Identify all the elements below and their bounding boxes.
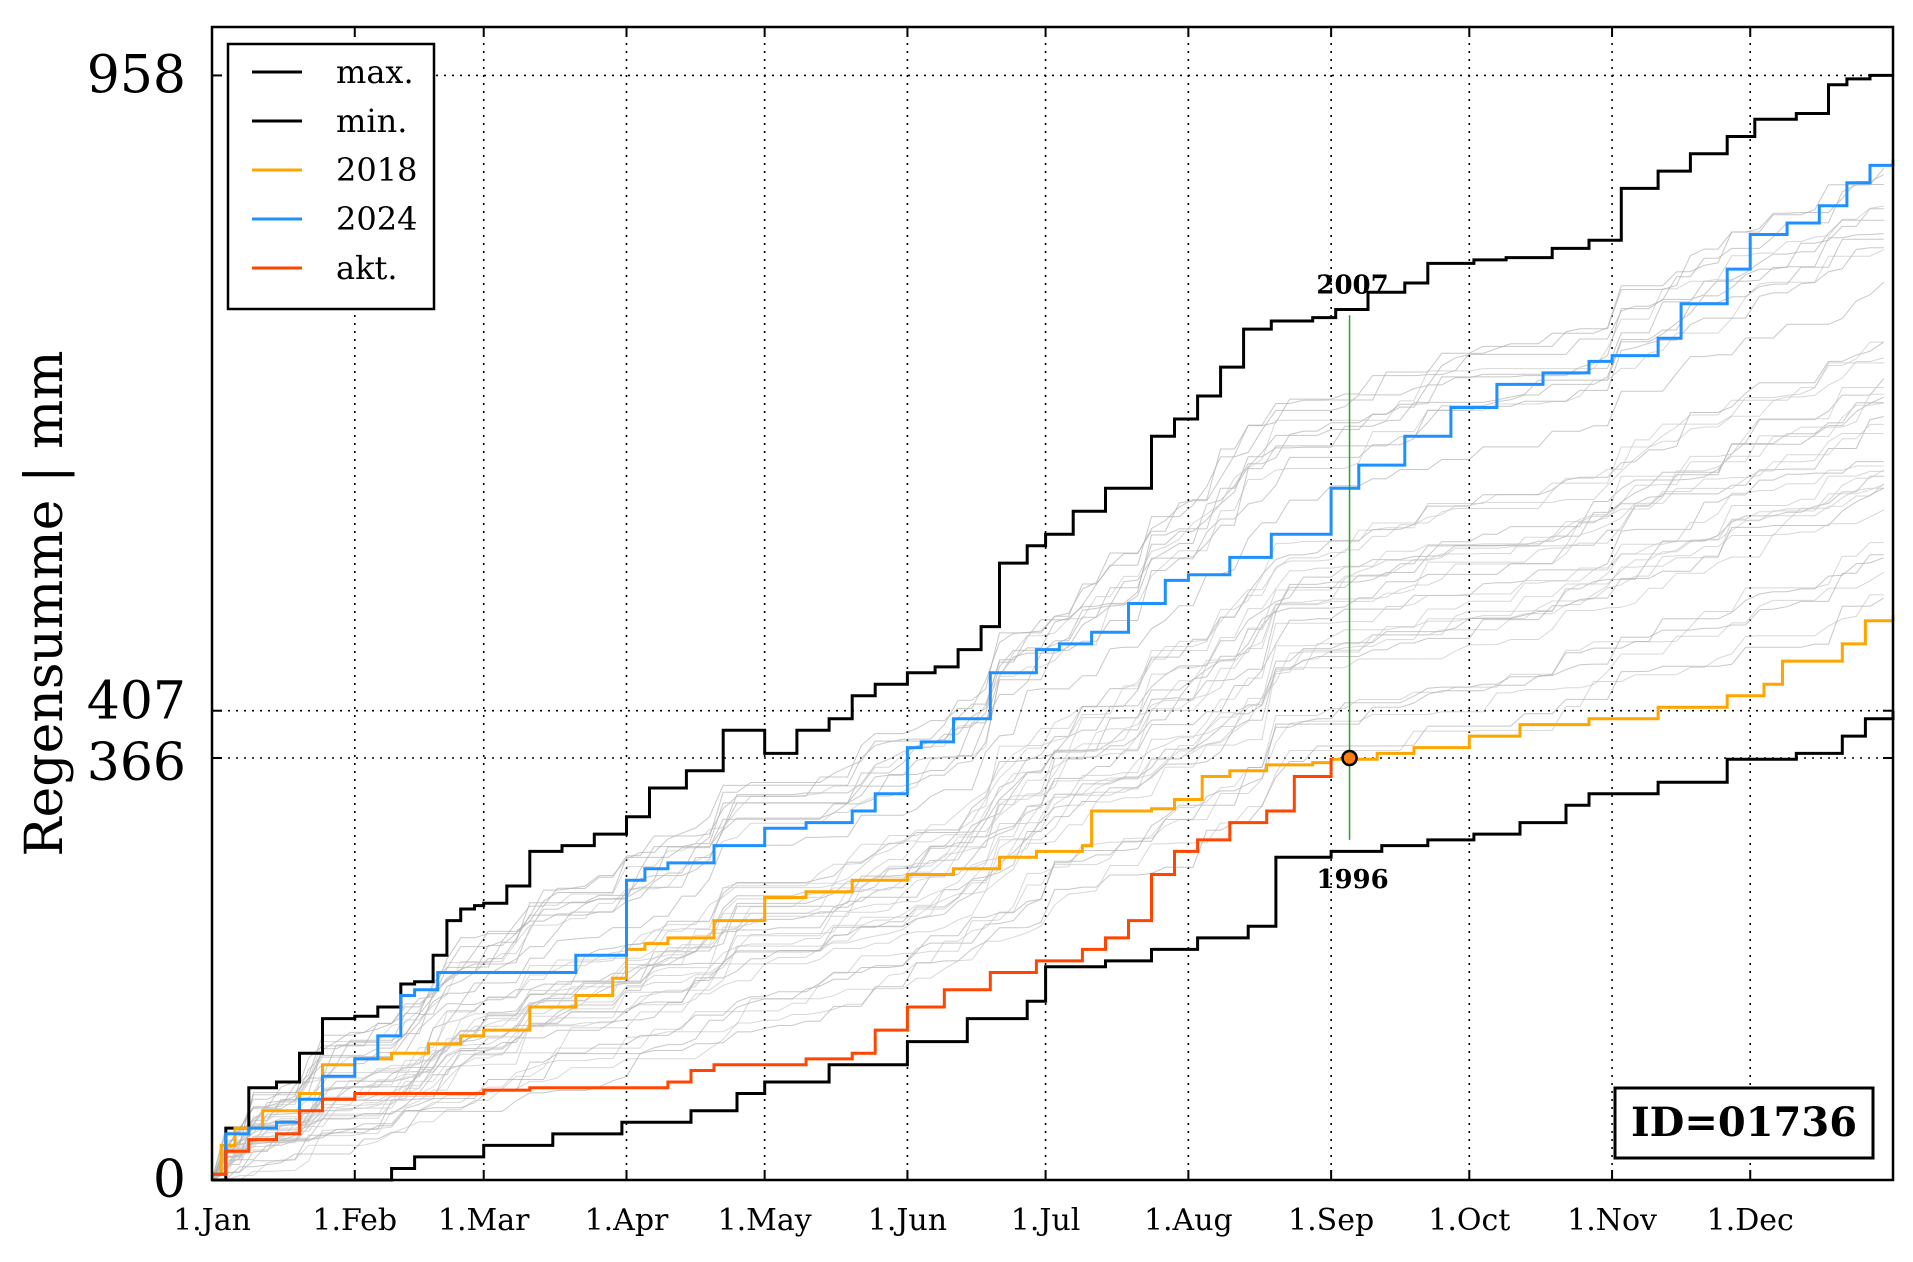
background-year-line — [211, 509, 1885, 1181]
x-tick-label: 1.Oct — [1428, 1203, 1510, 1238]
axes: 1.Jan 1.Feb 1.Mar 1.Apr 1.May 1.Jun 1.Jul 1.Aug… — [87, 25, 1895, 1238]
series-line-2018 — [212, 615, 1895, 1176]
max-year-label: 2007 — [1316, 270, 1388, 300]
min-year-label: 1996 — [1316, 865, 1388, 895]
background-year-line — [211, 465, 1884, 1181]
grid — [212, 27, 1893, 1180]
background-year-line — [211, 475, 1884, 1181]
y-tick-label: 407 — [87, 672, 186, 732]
background-year-line — [211, 184, 1884, 1181]
background-year-line — [211, 469, 1885, 1181]
background-year-line — [212, 597, 1885, 1181]
background-year-line — [211, 393, 1884, 1181]
y-tick-label: 958 — [87, 45, 186, 105]
background-year-line — [211, 433, 1884, 1181]
x-tick-label: 1.Mar — [438, 1203, 530, 1238]
id-text: ID=01736 — [1631, 1099, 1857, 1146]
x-tick-label: 1.Apr — [585, 1203, 669, 1238]
background-year-line — [211, 487, 1885, 1181]
background-year-line — [211, 238, 1884, 1181]
background-year-line — [211, 341, 1885, 1181]
series-lines — [212, 73, 1895, 1182]
plot-background — [212, 27, 1893, 1180]
series-line-2024 — [212, 159, 1895, 1176]
background-year-line — [211, 219, 1884, 1181]
series-line-akt — [212, 758, 1333, 1176]
x-tick-label: 1.Jan — [173, 1203, 251, 1238]
x-tick-label: 1.Aug — [1144, 1203, 1233, 1238]
y-tick-label: 0 — [153, 1150, 186, 1210]
x-tick-label: 1.Jul — [1011, 1203, 1081, 1238]
legend-label: 2018 — [336, 151, 417, 189]
background-year-line — [211, 281, 1885, 1181]
x-tick-label: 1.Dec — [1707, 1203, 1794, 1238]
background-year-line — [211, 470, 1884, 1181]
background-year-line — [211, 387, 1884, 1181]
background-year-line — [211, 378, 1885, 1181]
id-box-frame — [1613, 1086, 1875, 1160]
legend-label: 2024 — [336, 200, 417, 238]
y-tick-label: 366 — [87, 733, 186, 793]
background-year-line — [211, 542, 1884, 1181]
id-box: ID=01736 — [1613, 1086, 1875, 1160]
x-tick-label: 1.May — [718, 1203, 812, 1238]
legend-box — [226, 42, 436, 311]
background-year-line — [211, 484, 1884, 1181]
background-year-line — [211, 396, 1885, 1181]
background-year-line — [212, 571, 1885, 1181]
x-tick-label: 1.Jun — [868, 1203, 947, 1238]
series-line-max — [212, 73, 1893, 1182]
current-value-marker — [1341, 749, 1358, 767]
x-tick-label: 1.Nov — [1567, 1203, 1657, 1238]
background-year-lines — [211, 167, 1885, 1181]
background-year-line — [211, 174, 1885, 1181]
legend-label: max. — [336, 53, 414, 91]
axes-frame — [210, 25, 1895, 1182]
y-axis-label: Regensumme | mm — [15, 350, 75, 856]
legend-label: akt. — [336, 249, 398, 287]
legend-label: min. — [336, 102, 407, 140]
background-year-line — [211, 362, 1884, 1181]
series-line-min — [212, 710, 1895, 1182]
background-year-line — [211, 557, 1884, 1181]
annotations: 2007 1996 — [1316, 270, 1388, 895]
legend: max. min. 2018 2024 akt. — [226, 42, 436, 311]
background-year-line — [211, 483, 1885, 1181]
background-year-line — [211, 423, 1884, 1181]
x-tick-label: 1.Feb — [312, 1203, 397, 1238]
x-tick-label: 1.Sep — [1288, 1203, 1374, 1238]
background-year-line — [211, 341, 1884, 1181]
background-year-line — [212, 594, 1884, 1181]
plot-area — [212, 27, 1893, 1180]
